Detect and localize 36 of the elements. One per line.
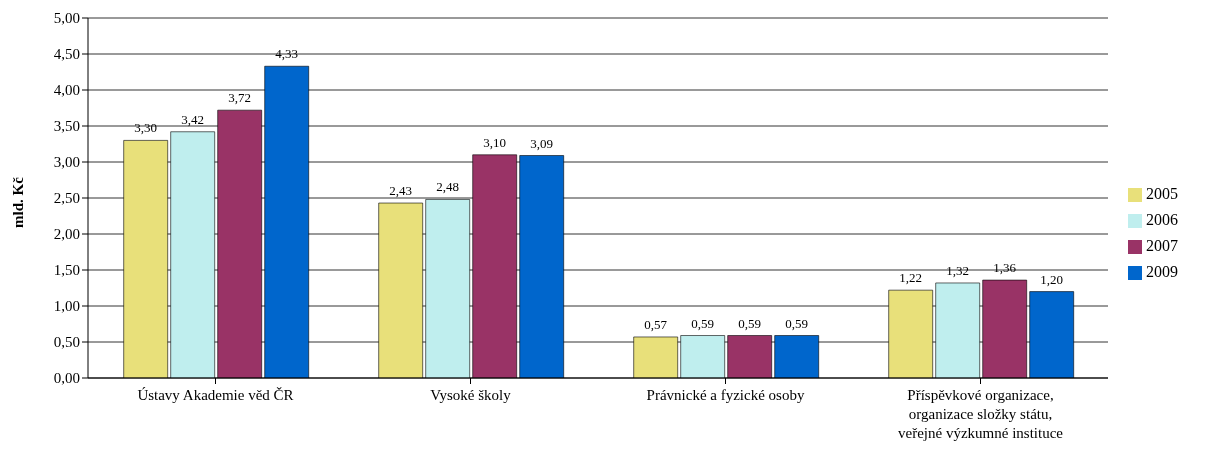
data-label: 1,20 xyxy=(1040,271,1064,287)
data-label: 4,33 xyxy=(275,46,299,62)
y-tick-label: 2,00 xyxy=(53,226,80,243)
y-tick-label: 3,50 xyxy=(53,118,80,135)
data-label: 1,36 xyxy=(993,260,1017,276)
data-label: 3,72 xyxy=(228,90,252,106)
y-tick-label: 4,00 xyxy=(53,82,80,99)
data-label: 0,59 xyxy=(691,315,715,331)
data-label: 1,32 xyxy=(946,262,970,278)
x-tick-label: Příspěvkové organizace, organizace složky státu, veřejné výzkumné instituce xyxy=(898,387,1064,441)
data-label: 2,43 xyxy=(389,183,413,199)
y-axis-title: mld. Kč xyxy=(10,176,27,228)
y-tick-label: 0,00 xyxy=(53,370,80,387)
data-label: 3,30 xyxy=(134,120,158,136)
x-tick-label: Právnické a fyzické osoby xyxy=(646,387,805,403)
y-tick-label: 5,00 xyxy=(53,10,80,27)
y-tick-label: 1,50 xyxy=(53,262,80,279)
data-label: 0,59 xyxy=(738,315,762,331)
data-label: 0,57 xyxy=(644,316,668,332)
legend-label: 2006 xyxy=(1146,211,1178,228)
data-label: 1,22 xyxy=(899,270,923,286)
legend-label: 2005 xyxy=(1146,185,1178,202)
y-tick-label: 4,50 xyxy=(53,46,80,63)
x-tick-label: Vysoké školy xyxy=(430,387,512,403)
data-label: 3,09 xyxy=(530,135,554,151)
data-label: 0,59 xyxy=(785,315,809,331)
data-label: 3,42 xyxy=(181,111,205,127)
legend-label: 2009 xyxy=(1146,263,1178,280)
legend-label: 2007 xyxy=(1146,237,1178,254)
y-tick-label: 0,50 xyxy=(53,334,80,351)
x-tick-label: Ústavy Akademie věd ČR xyxy=(137,387,294,403)
data-label: 3,10 xyxy=(483,134,507,150)
y-tick-label: 1,00 xyxy=(53,298,80,315)
data-label: 2,48 xyxy=(436,179,460,195)
y-tick-label: 3,00 xyxy=(53,154,80,171)
y-tick-label: 2,50 xyxy=(53,190,80,207)
